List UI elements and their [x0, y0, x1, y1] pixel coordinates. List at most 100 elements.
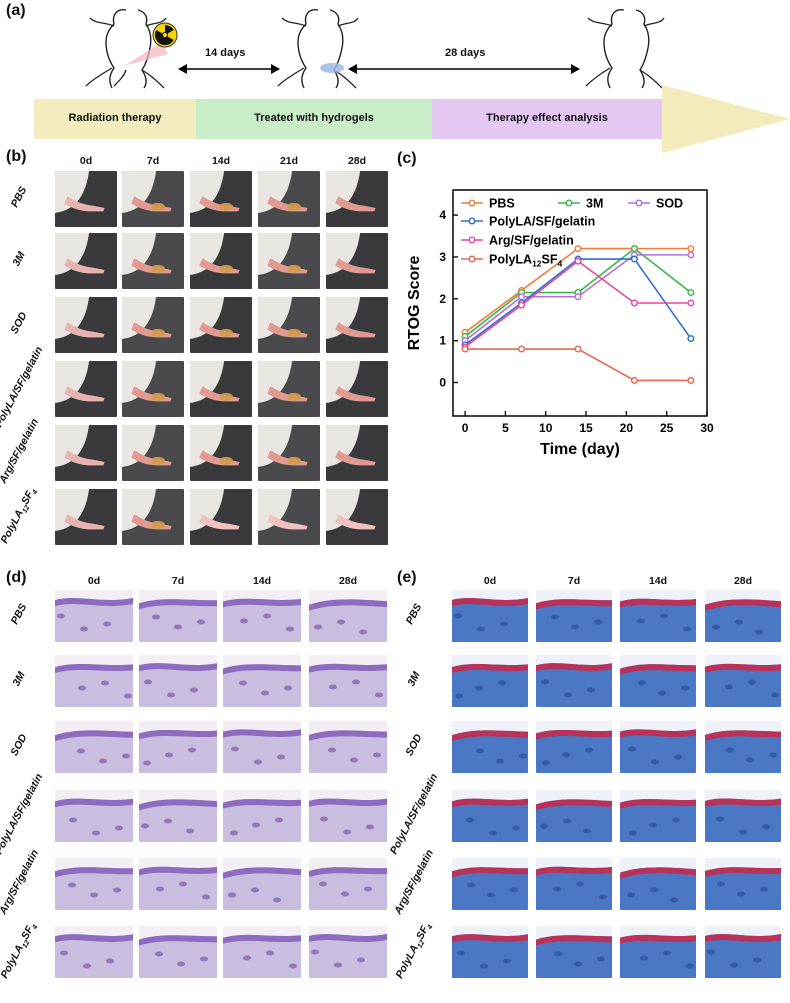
series-line-polyla12sf4	[465, 348, 691, 382]
mouse-photo	[190, 361, 252, 417]
data-point	[687, 289, 695, 297]
data-point	[574, 293, 582, 301]
masson-histology-image	[452, 721, 528, 773]
he-histology-image	[55, 721, 133, 773]
he-day-label-7d: 7d	[171, 575, 185, 587]
photo-day-label-14d: 14d	[211, 155, 231, 167]
legend-marker	[468, 199, 476, 207]
he-histology-image	[139, 790, 217, 842]
legend-marker	[468, 217, 476, 225]
he-histology-image	[55, 655, 133, 707]
x-tick-label: 20	[620, 421, 634, 435]
he-histology-image	[223, 790, 301, 842]
photo-day-label-21d: 21d	[279, 155, 299, 167]
mouse-photo	[326, 233, 388, 289]
data-point	[687, 335, 695, 343]
masson-histology-image	[705, 926, 781, 978]
masson-histology-image	[536, 655, 612, 707]
mouse-photo	[190, 233, 252, 289]
masson-histology-image	[452, 926, 528, 978]
masson-histology-image	[452, 655, 528, 707]
mouse-photo	[122, 425, 184, 481]
mouse-photo	[190, 489, 252, 545]
data-point	[518, 345, 526, 353]
masson-histology-image	[705, 790, 781, 842]
mouse-photo	[55, 297, 117, 353]
mouse-figure-3	[585, 9, 665, 89]
masson-histology-image	[452, 858, 528, 910]
masson-day-label-28d: 28d	[733, 575, 753, 587]
mouse-photo	[122, 489, 184, 545]
he-histology-image	[223, 590, 301, 642]
timeline-arrowhead	[662, 85, 790, 153]
masson-histology-image	[536, 721, 612, 773]
legend-marker	[565, 199, 573, 207]
interval-label-1: 14 days	[205, 47, 246, 59]
photo-day-label-0d: 0d	[79, 155, 93, 167]
legend-item-arg-sf-gelatin: Arg/SF/gelatin	[461, 234, 574, 248]
legend-label: PolyLA12SF4	[489, 253, 563, 269]
mouse-photo	[258, 425, 320, 481]
he-histology-image	[55, 590, 133, 642]
masson-histology-image	[705, 721, 781, 773]
stage-analysis-bg	[432, 99, 662, 139]
data-point	[574, 245, 582, 253]
masson-day-label-7d: 7d	[567, 575, 581, 587]
masson-histology-image	[620, 858, 696, 910]
interval-arrow-1	[178, 64, 280, 74]
mouse-photo	[55, 361, 117, 417]
he-histology-image	[309, 655, 387, 707]
masson-histology-image	[620, 590, 696, 642]
masson-histology-image	[452, 590, 528, 642]
y-tick-label: 1	[439, 334, 446, 348]
he-histology-image	[55, 858, 133, 910]
x-tick-label: 25	[660, 421, 674, 435]
data-point	[687, 251, 695, 259]
timeline-bar: Radiation therapy Treated with hydrogels…	[34, 85, 790, 153]
he-histology-image	[223, 655, 301, 707]
he-histology-image	[309, 790, 387, 842]
legend-label: SOD	[656, 197, 683, 211]
legend-label: PolyLA/SF/gelatin	[489, 215, 595, 229]
series-line-arg-sf-gelatin	[464, 260, 691, 348]
mouse-photo	[258, 233, 320, 289]
masson-histology-image	[536, 926, 612, 978]
data-point	[687, 299, 695, 307]
radiation-icon	[152, 22, 178, 48]
he-histology-image	[139, 926, 217, 978]
data-point	[630, 245, 638, 253]
mouse-figure-2	[277, 9, 359, 89]
masson-day-label-14d: 14d	[648, 575, 668, 587]
he-histology-image	[55, 926, 133, 978]
x-tick-label: 5	[502, 421, 509, 435]
photo-day-label-7d: 7d	[146, 155, 160, 167]
mouse-photo	[258, 489, 320, 545]
mouse-photo	[326, 425, 388, 481]
data-point	[630, 376, 638, 384]
he-histology-image	[309, 926, 387, 978]
legend-label: 3M	[586, 197, 603, 211]
he-day-label-28d: 28d	[338, 575, 358, 587]
x-tick-label: 30	[700, 421, 714, 435]
mouse-photo	[122, 361, 184, 417]
masson-histology-image	[705, 655, 781, 707]
legend-label: PBS	[489, 197, 515, 211]
he-histology-image	[223, 926, 301, 978]
data-point	[687, 245, 695, 253]
mouse-photo	[122, 171, 184, 227]
y-tick-label: 0	[439, 376, 446, 390]
stage-radiation-label: Radiation therapy	[68, 112, 162, 124]
mouse-photo	[326, 171, 388, 227]
mouse-photo	[55, 489, 117, 545]
he-histology-image	[223, 858, 301, 910]
legend-item-polyla-sf-gelatin: PolyLA/SF/gelatin	[461, 215, 595, 229]
y-axis-title: RTOG Score	[406, 255, 423, 350]
masson-histology-image	[620, 926, 696, 978]
mouse-photo	[122, 233, 184, 289]
data-point	[518, 293, 526, 301]
data-point	[630, 299, 638, 307]
x-tick-label: 10	[539, 421, 553, 435]
mouse-photo	[258, 171, 320, 227]
he-histology-image	[309, 721, 387, 773]
interval-label-2: 28 days	[445, 47, 486, 59]
